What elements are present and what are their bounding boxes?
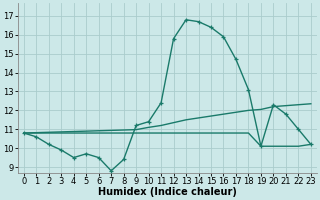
X-axis label: Humidex (Indice chaleur): Humidex (Indice chaleur) [98,187,237,197]
